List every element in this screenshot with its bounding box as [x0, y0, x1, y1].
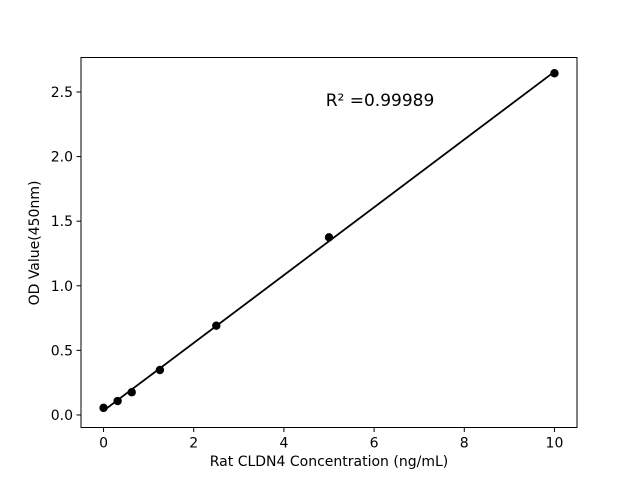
data-point [324, 233, 334, 242]
y-tick-label: 1.0 [51, 279, 73, 295]
data-point [155, 365, 165, 375]
data-point [212, 321, 221, 330]
x-tick-label: 10 [546, 436, 564, 452]
y-tick-label: 0.5 [51, 343, 73, 359]
y-tick-label: 2.5 [51, 85, 73, 101]
r-squared-annotation: R² =0.99989 [325, 91, 435, 111]
data-point [99, 403, 108, 413]
y-axis-title: OD Value(450nm) [27, 180, 43, 306]
y-tick-label: 1.5 [51, 214, 73, 230]
data-point [127, 388, 136, 397]
axes-spines [80, 57, 578, 428]
x-tick-label: 6 [370, 436, 379, 452]
x-tick-label: 4 [279, 436, 288, 452]
x-axis-title: Rat CLDN4 Concentration (ng/mL) [209, 454, 449, 470]
data-point [550, 69, 559, 78]
x-tick-label: 0 [99, 436, 108, 452]
y-tick-label: 0.0 [51, 408, 73, 424]
data-point [113, 396, 122, 406]
x-tick-label: 2 [189, 436, 198, 452]
y-tick-label: 2.0 [51, 150, 73, 166]
x-tick-label: 8 [460, 436, 469, 452]
